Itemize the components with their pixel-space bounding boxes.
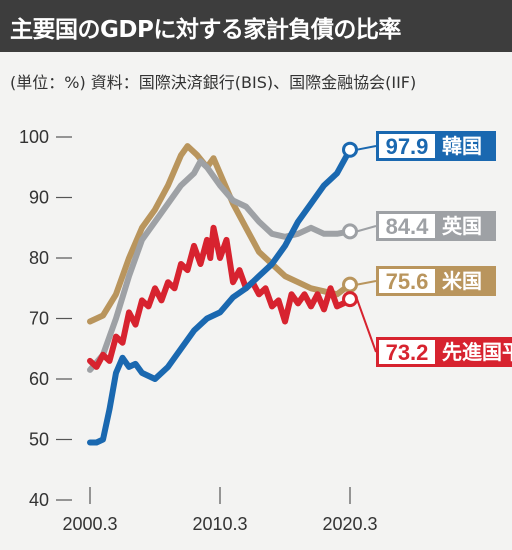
x-tick-label: 2000.3 [62,514,117,534]
end-label-advanced: 73.2 先進国平均 [356,298,512,367]
leader-line [356,145,377,151]
end-label-us: 75.6 米国 [356,266,496,296]
y-tick-label: 50 [29,430,49,450]
y-tick-label: 100 [19,127,49,147]
source-note: (単位：%) 資料：国際決済銀行(BIS)、国際金融協会(IIF) [10,73,417,92]
y-tick-label: 60 [29,369,49,389]
leader-line [356,298,377,353]
end-value: 75.6 [386,269,429,294]
series-name: 英国 [442,214,482,238]
end-marker-advanced [342,291,358,308]
end-value-plate [379,134,435,158]
end-label-uk: 84.4 英国 [356,211,496,241]
series-line-us [87,143,353,325]
leader-line [356,280,377,286]
end-label-korea: 97.9 韓国 [356,131,496,161]
end-value: 97.9 [386,134,429,159]
series-line-uk [87,158,353,373]
series-name: 韓国 [442,134,482,158]
series-line-advanced [87,224,353,370]
end-value: 73.2 [386,340,429,365]
y-tick-label: 90 [29,188,49,208]
series-name: 先進国平均 [442,340,512,364]
title-bar: 主要国のGDPに対する家計負債の比率 [0,0,512,52]
x-tick-label: 2010.3 [192,514,247,534]
end-value-plate [379,340,435,364]
page-title: 主要国のGDPに対する家計負債の比率 [10,17,401,43]
y-tick-label: 80 [29,248,49,268]
end-marker-korea [342,141,358,158]
end-marker-us [342,276,358,293]
series-name: 米国 [442,269,482,293]
end-value-plate [379,269,435,293]
y-tick-label: 40 [29,490,49,510]
y-tick-label: 70 [29,309,49,329]
end-marker-uk [342,223,358,240]
end-value: 84.4 [386,214,430,239]
end-value-plate [379,214,435,238]
leader-line [356,225,377,233]
series-line-korea [87,146,353,446]
x-tick-label: 2020.3 [322,514,377,534]
